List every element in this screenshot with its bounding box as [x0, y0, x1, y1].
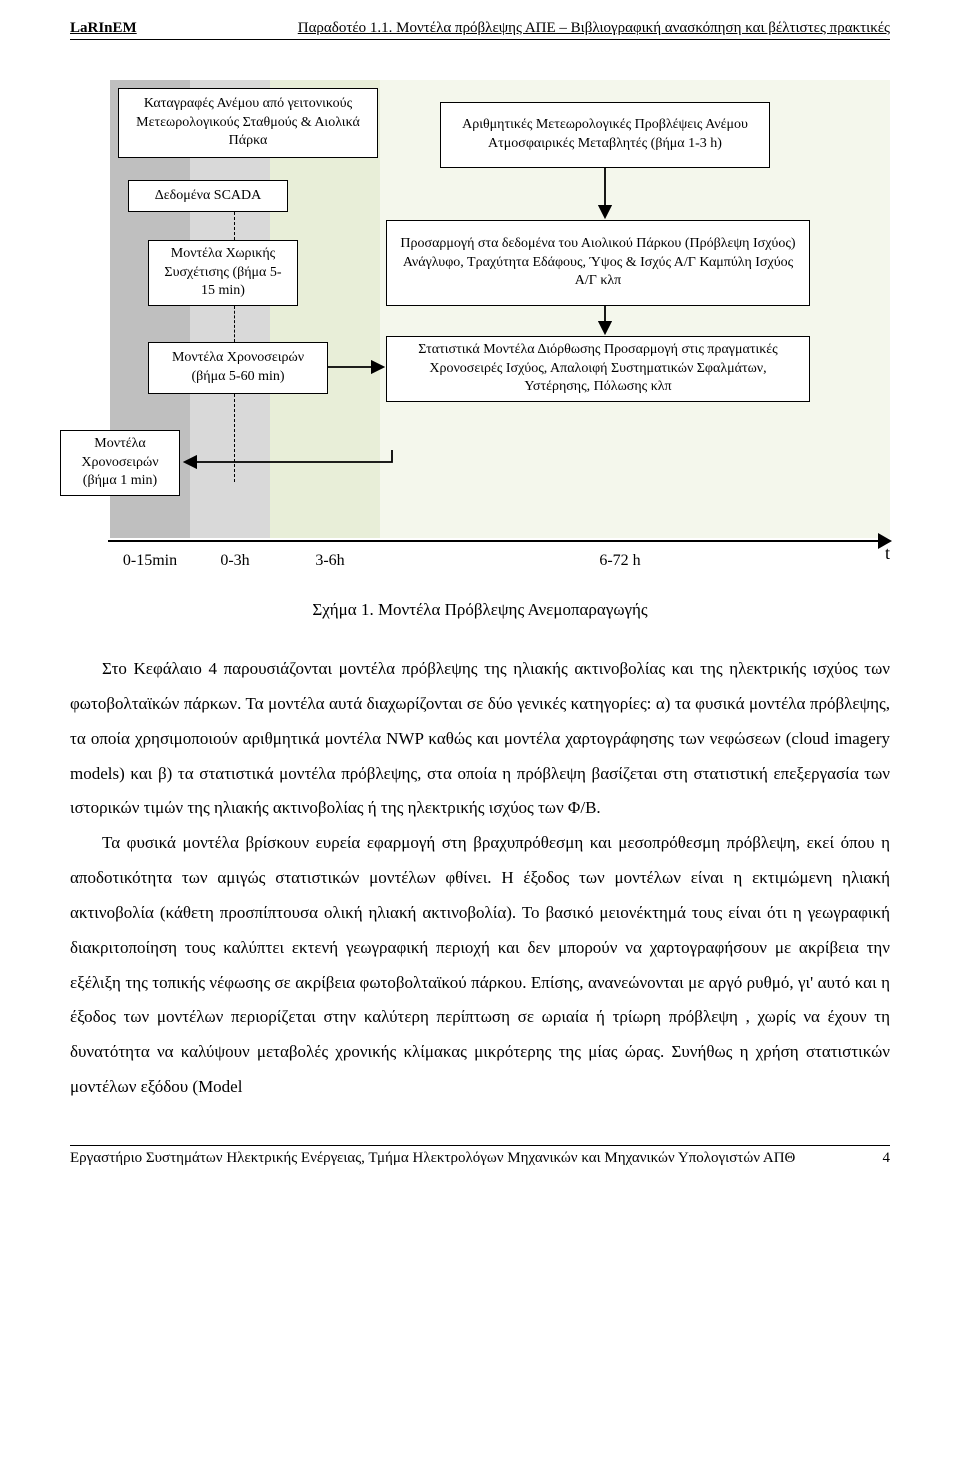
- box-mos-text: Στατιστικά Μοντέλα Διόρθωσης Προσαρμογή …: [397, 341, 799, 398]
- arrow-mos-to-tiny: [182, 450, 402, 470]
- arrow-nwp-to-park: [600, 168, 610, 220]
- axis-label-t: t: [885, 543, 890, 564]
- tick-0-15min: 0-15min: [123, 552, 177, 570]
- box-nwp: Αριθμητικές Μετεωρολογικές Προβλέψεις Αν…: [440, 102, 770, 168]
- header-left: LaRInEM: [70, 20, 137, 37]
- tick-3-6h: 3-6h: [315, 552, 344, 570]
- page-footer: Εργαστήριο Συστημάτων Ηλεκτρικής Ενέργει…: [70, 1145, 890, 1167]
- footer-page-number: 4: [883, 1150, 891, 1167]
- box-park-text: Προσαρμογή στα δεδομένα του Αιολικού Πάρ…: [397, 235, 799, 292]
- box-scada-text: Δεδομένα SCADA: [139, 187, 277, 206]
- page-header: LaRInEM Παραδοτέο 1.1. Μοντέλα πρόβλεψης…: [70, 20, 890, 40]
- box-spatial-models: Μοντέλα Χωρικής Συσχέτισης (βήμα 5-15 mi…: [148, 240, 298, 306]
- figure-caption: Σχήμα 1. Μοντέλα Πρόβλεψης Ανεμοπαραγωγή…: [70, 600, 890, 620]
- time-axis: [108, 540, 890, 542]
- paragraph-1: Στο Κεφάλαιο 4 παρουσιάζονται μοντέλα πρ…: [70, 652, 890, 826]
- box-mos: Στατιστικά Μοντέλα Διόρθωσης Προσαρμογή …: [386, 336, 810, 402]
- dashed-connector-2: [234, 306, 235, 342]
- box-series-text: Μοντέλα Χρονοσειρών (βήμα 5-60 min): [159, 349, 317, 387]
- box-wind-recordings: Καταγραφές Ανέμου από γειτονικούς Μετεωρ…: [118, 88, 378, 158]
- tick-0-3h: 0-3h: [220, 552, 249, 570]
- arrow-series-to-mos: [328, 362, 386, 372]
- header-right: Παραδοτέο 1.1. Μοντέλα πρόβλεψης ΑΠΕ – Β…: [298, 20, 890, 37]
- box-nwp-text: Αριθμητικές Μετεωρολογικές Προβλέψεις Αν…: [451, 116, 759, 154]
- box-wind-text: Καταγραφές Ανέμου από γειτονικούς Μετεωρ…: [135, 95, 361, 152]
- box-tiny-text: Μοντέλα Χρονοσειρών (βήμα 1 min): [71, 435, 169, 492]
- box-park-adapt: Προσαρμογή στα δεδομένα του Αιολικού Πάρ…: [386, 220, 810, 306]
- flow-diagram: 0-15min 0-3h 3-6h 6-72 h t Καταγραφές Αν…: [70, 80, 890, 580]
- box-series-models: Μοντέλα Χρονοσειρών (βήμα 5-60 min): [148, 342, 328, 394]
- box-scada: Δεδομένα SCADA: [128, 180, 288, 212]
- tick-6-72h: 6-72 h: [599, 552, 640, 570]
- box-series-1min: Μοντέλα Χρονοσειρών (βήμα 1 min): [60, 430, 180, 496]
- dashed-connector-1: [234, 212, 235, 240]
- arrow-park-to-mos: [600, 306, 610, 336]
- box-spatial-text: Μοντέλα Χωρικής Συσχέτισης (βήμα 5-15 mi…: [159, 245, 287, 302]
- footer-lab: Εργαστήριο Συστημάτων Ηλεκτρικής Ενέργει…: [70, 1150, 795, 1167]
- body-text: Στο Κεφάλαιο 4 παρουσιάζονται μοντέλα πρ…: [70, 652, 890, 1105]
- paragraph-2: Τα φυσικά μοντέλα βρίσκουν ευρεία εφαρμο…: [70, 826, 890, 1105]
